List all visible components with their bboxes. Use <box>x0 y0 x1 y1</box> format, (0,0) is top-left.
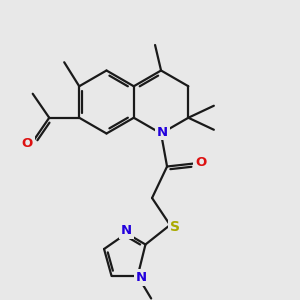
Text: N: N <box>121 224 132 237</box>
Text: N: N <box>136 271 147 284</box>
Text: S: S <box>169 220 180 234</box>
Text: O: O <box>195 155 206 169</box>
Text: O: O <box>22 137 33 150</box>
Text: N: N <box>157 125 168 139</box>
